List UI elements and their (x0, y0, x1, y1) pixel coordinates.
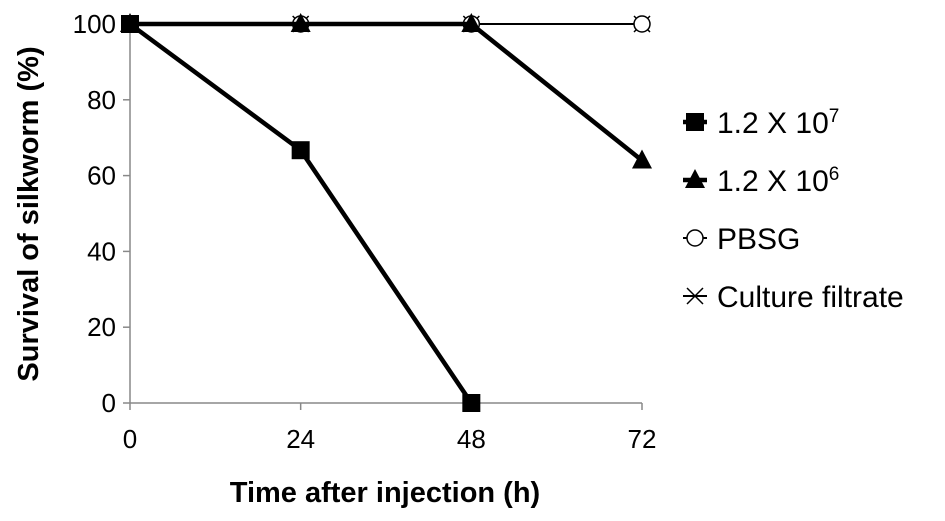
data-point-circle (633, 15, 651, 33)
legend: 1.2 X 107 1.2 X 106 PBSG Culture filtrate (683, 106, 904, 314)
series-2 (120, 13, 652, 169)
legend-entry: Culture filtrate (683, 281, 904, 314)
legend-entry: PBSG (683, 223, 800, 256)
legend-label: PBSG (717, 223, 800, 256)
legend-label-superscript: 6 (829, 164, 840, 185)
legend-entry: 1.2 X 106 (683, 164, 839, 198)
data-point-triangle (685, 169, 705, 188)
x-tick-label: 24 (286, 424, 315, 454)
series-1 (121, 15, 481, 412)
legend-label: Culture filtrate (717, 281, 904, 314)
legend-entry: 1.2 X 107 (683, 106, 839, 140)
y-tick-label: 20 (87, 312, 116, 342)
data-point-triangle (290, 13, 311, 32)
x-tick-label: 72 (628, 424, 657, 454)
legend-label: 1.2 X 106 (717, 164, 839, 198)
data-point-triangle (632, 149, 652, 169)
series-layer (120, 13, 652, 412)
data-point-square (462, 394, 481, 412)
y-axis-title: Survival of silkworm (%) (13, 46, 45, 381)
tick-labels: 0 20 40 60 80 100 0 24 48 72 (73, 9, 657, 454)
y-tick-label: 0 (102, 388, 116, 418)
data-point-square (121, 15, 139, 33)
y-tick-label: 80 (87, 85, 116, 115)
legend-label: 1.2 X 107 (717, 106, 839, 140)
x-axis-title: Time after injection (h) (230, 477, 540, 509)
data-point-x (686, 287, 704, 305)
series-line (130, 21, 644, 163)
data-point-triangle (461, 13, 482, 32)
data-point-square (686, 113, 704, 131)
series-line (128, 22, 474, 405)
x-tick-label: 0 (123, 424, 137, 454)
x-tick-label: 48 (457, 424, 486, 454)
y-tick-label: 60 (87, 161, 116, 191)
y-tick-label: 40 (87, 236, 116, 266)
y-tick-label: 100 (73, 9, 116, 39)
data-point-square (291, 141, 310, 160)
data-point-circle (686, 229, 704, 247)
legend-label-superscript: 7 (829, 106, 840, 127)
axes (123, 22, 643, 410)
